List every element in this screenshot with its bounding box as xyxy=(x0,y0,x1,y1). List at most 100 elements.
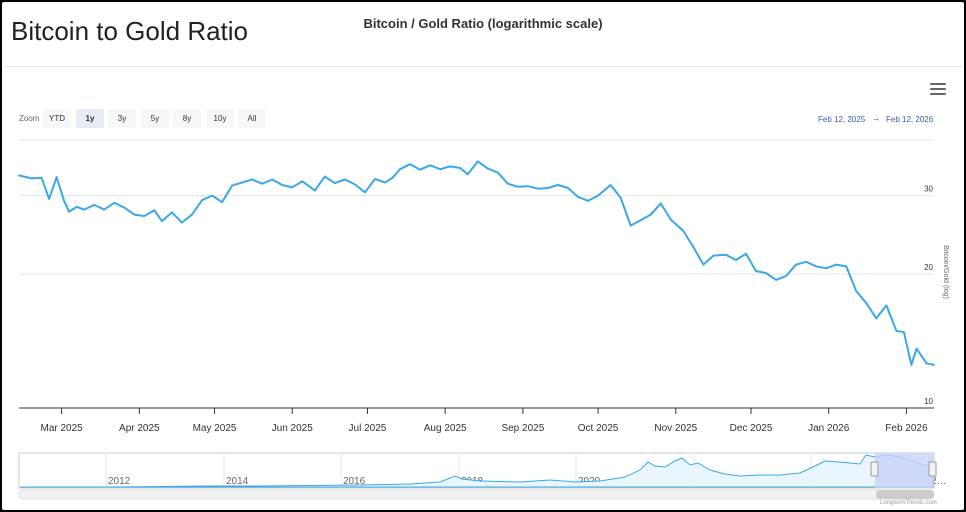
navigator-year-label: 2016 xyxy=(343,476,366,487)
series-points xyxy=(18,160,935,366)
data-point xyxy=(775,279,777,281)
zoom-ytd-button[interactable]: YTD xyxy=(43,109,71,128)
data-point xyxy=(725,253,727,256)
navigator-handle-left[interactable] xyxy=(870,461,879,477)
data-point xyxy=(221,201,224,204)
data-point xyxy=(133,213,136,216)
data-point xyxy=(669,218,672,221)
data-point xyxy=(281,184,284,186)
data-point xyxy=(231,184,234,187)
data-point xyxy=(344,178,346,181)
data-point xyxy=(895,330,898,332)
x-tick-label: May 2025 xyxy=(193,423,237,434)
x-tick-label: Aug 2025 xyxy=(424,423,467,434)
data-point xyxy=(659,202,662,205)
data-point xyxy=(875,317,878,320)
data-point xyxy=(181,221,183,224)
data-point xyxy=(587,199,589,202)
data-point xyxy=(241,181,244,184)
data-point xyxy=(609,184,612,186)
data-point xyxy=(143,215,146,217)
chart-menu-button[interactable] xyxy=(930,83,946,97)
data-point xyxy=(191,213,193,216)
zoom-8y-button[interactable]: 8y xyxy=(173,109,201,128)
scrollbar-thumb[interactable] xyxy=(876,490,934,499)
data-point xyxy=(692,246,695,248)
data-point xyxy=(153,209,156,212)
data-point xyxy=(855,290,858,293)
x-tick-label: Jan 2026 xyxy=(808,423,850,434)
data-point xyxy=(391,176,394,179)
range-from-input[interactable]: Feb 12, 2025 xyxy=(818,115,866,124)
data-point xyxy=(527,185,529,188)
data-point xyxy=(629,224,632,227)
y-tick-label: 10 xyxy=(924,397,933,406)
zoom-10y-button[interactable]: 10y xyxy=(206,109,234,128)
range-arrow: → xyxy=(872,114,880,123)
x-tick-label: Dec 2025 xyxy=(730,423,773,434)
data-point xyxy=(323,175,326,178)
data-point xyxy=(201,199,203,202)
data-point xyxy=(18,174,20,177)
data-point xyxy=(915,347,918,350)
data-point xyxy=(459,167,462,169)
data-point xyxy=(745,252,747,255)
data-point xyxy=(429,164,431,167)
data-point xyxy=(795,263,797,266)
x-tick-label: Sep 2025 xyxy=(501,423,544,434)
data-point xyxy=(577,196,579,198)
data-point xyxy=(597,194,599,197)
data-point xyxy=(211,194,213,197)
data-point xyxy=(805,260,808,263)
zoom-5y-button[interactable]: 5y xyxy=(141,109,169,128)
scrollbar-track[interactable] xyxy=(18,489,935,500)
data-point xyxy=(63,199,65,202)
zoom-all-button[interactable]: All xyxy=(238,109,266,128)
series-line xyxy=(18,160,935,366)
y-axis-label: Bitcoin/Gold (log) xyxy=(942,245,949,299)
hamburger-menu-icon xyxy=(930,83,946,85)
data-point xyxy=(486,167,489,170)
data-point xyxy=(419,168,421,171)
hamburger-menu-icon-bar xyxy=(930,93,946,95)
x-tick-label: Feb 2026 xyxy=(885,423,928,434)
data-point xyxy=(261,182,264,185)
data-point xyxy=(271,178,274,181)
data-point xyxy=(903,331,905,334)
data-point xyxy=(313,189,316,192)
data-point xyxy=(171,211,173,214)
data-point xyxy=(30,177,33,180)
data-point xyxy=(301,180,304,183)
range-to-input[interactable]: Feb 12, 2026 xyxy=(886,115,934,124)
credit-link[interactable]: LongtermTrends.com xyxy=(880,500,937,506)
chart-title: Bitcoin / Gold Ratio (logarithmic scale) xyxy=(363,16,603,31)
data-point xyxy=(476,160,479,163)
data-point xyxy=(835,263,838,266)
zoom-1y-button[interactable]: 1y xyxy=(76,109,104,128)
data-point xyxy=(251,178,254,181)
x-tick-label: Mar 2025 xyxy=(40,423,83,434)
data-point xyxy=(439,168,442,171)
data-point xyxy=(785,275,787,277)
data-point xyxy=(40,176,43,179)
data-point xyxy=(619,196,622,199)
grid-lines xyxy=(19,139,934,275)
navigator-selection[interactable] xyxy=(875,453,934,488)
data-point xyxy=(55,176,58,179)
navigator-year-label: 2014 xyxy=(226,476,249,487)
data-point xyxy=(409,163,411,166)
data-point xyxy=(765,272,767,274)
data-point xyxy=(639,219,642,222)
data-point xyxy=(845,265,848,268)
data-point xyxy=(103,208,106,211)
zoom-3y-button[interactable]: 3y xyxy=(108,109,136,128)
navigator-handle-right[interactable] xyxy=(928,461,937,477)
data-point xyxy=(496,171,499,174)
data-point xyxy=(449,165,452,168)
data-point xyxy=(354,183,356,186)
navigator-year-label: 2012 xyxy=(108,476,131,487)
data-point xyxy=(48,198,50,200)
x-tick-marks: Mar 2025 Apr 2025 May 2025 Jun 2025 Jul 2025… xyxy=(40,408,928,434)
data-point xyxy=(547,187,549,189)
